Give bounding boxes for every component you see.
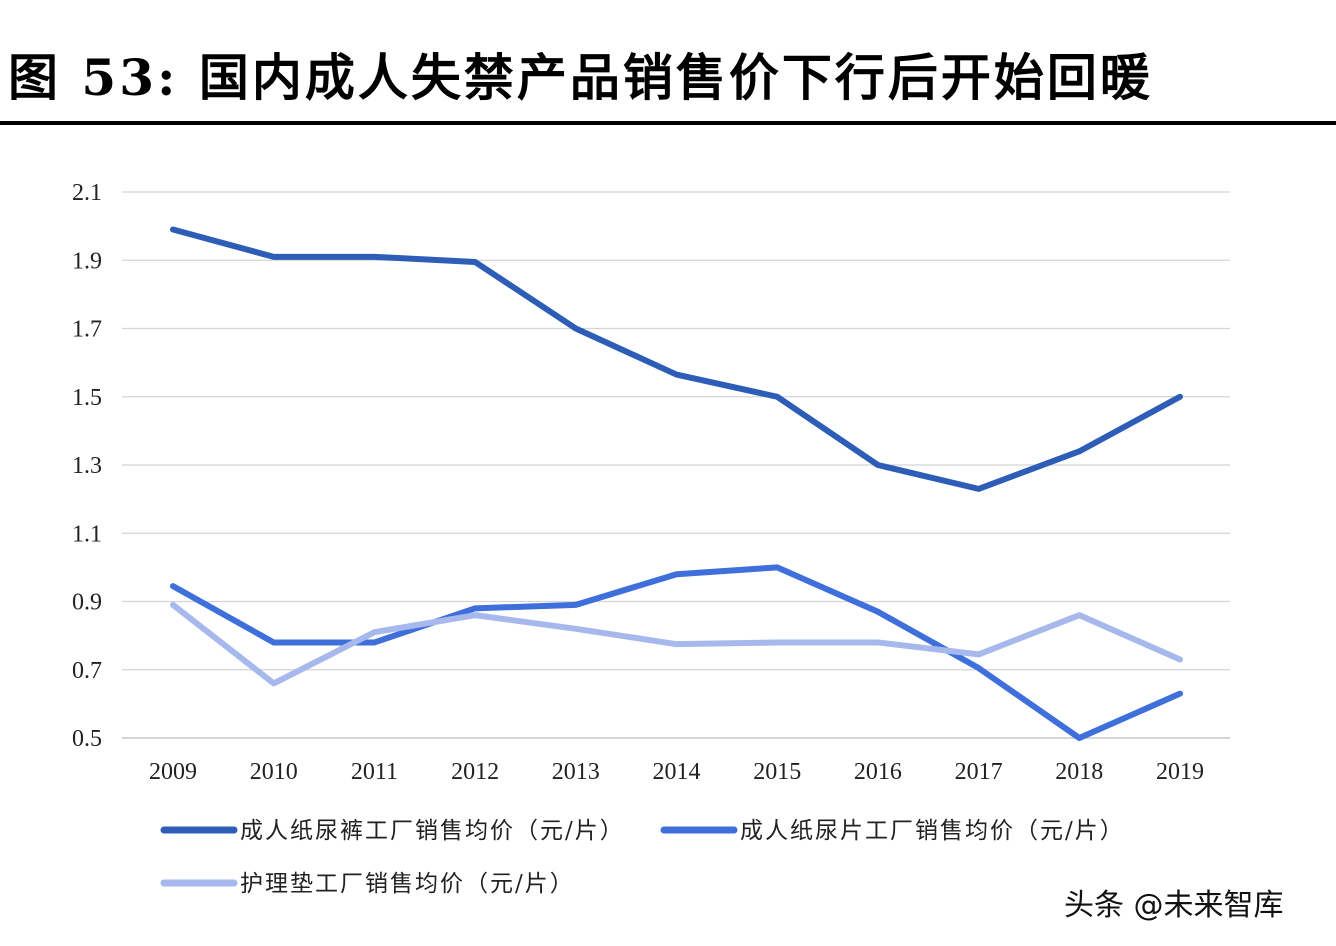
x-tick-label: 2019: [1156, 759, 1204, 785]
y-tick-label: 1.3: [72, 453, 102, 479]
figure-title: 图 53: 国内成人失禁产品销售价下行后开始回暖: [8, 48, 1153, 107]
x-tick-label: 2009: [149, 759, 197, 785]
x-axis-ticks: 2009 2010 2011 2012 2013 2014 2015 2016 2017 2018…: [149, 759, 1204, 785]
y-tick-label: 1.7: [72, 317, 102, 343]
x-tick-label: 2013: [552, 759, 600, 785]
y-tick-label: 1.9: [72, 248, 102, 274]
y-tick-label: 1.1: [72, 521, 102, 547]
x-tick-label: 2011: [351, 759, 398, 785]
watermark: 头条 @未来智库: [1064, 888, 1284, 923]
y-tick-label: 2.1: [72, 180, 102, 206]
legend-item: 成人纸尿裤工厂销售均价（元/片）: [160, 818, 625, 844]
legend-label: 成人纸尿片工厂销售均价（元/片）: [740, 818, 1125, 844]
x-tick-label: 2010: [250, 759, 298, 785]
y-tick-label: 0.5: [72, 726, 102, 752]
x-tick-label: 2014: [653, 759, 701, 785]
y-axis-ticks: 2.1 1.9 1.7 1.5 1.3 1.1 0.9 0.7 0.5: [72, 180, 102, 752]
legend: 成人纸尿裤工厂销售均价（元/片） 成人纸尿片工厂销售均价（元/片） 护理垫工厂销售均…: [160, 818, 1125, 897]
x-tick-label: 2015: [753, 759, 801, 785]
x-tick-label: 2017: [955, 759, 1003, 785]
grid-lines: [122, 191, 1230, 739]
legend-label: 成人纸尿裤工厂销售均价（元/片）: [240, 818, 625, 844]
x-tick-label: 2016: [854, 759, 902, 785]
series-line-2: [170, 564, 1183, 741]
y-tick-label: 0.9: [72, 590, 102, 616]
x-tick-label: 2018: [1055, 759, 1103, 785]
legend-item: 成人纸尿片工厂销售均价（元/片）: [660, 818, 1125, 844]
y-tick-label: 0.7: [72, 658, 102, 684]
series-line-1: [170, 226, 1183, 492]
legend-label: 护理垫工厂销售均价（元/片）: [240, 871, 575, 897]
series-line-3: [170, 601, 1183, 687]
x-tick-label: 2012: [451, 759, 499, 785]
title-divider: [0, 121, 1336, 125]
y-tick-label: 1.5: [72, 385, 102, 411]
legend-item: 护理垫工厂销售均价（元/片）: [160, 871, 575, 897]
series-lines: [170, 226, 1183, 741]
